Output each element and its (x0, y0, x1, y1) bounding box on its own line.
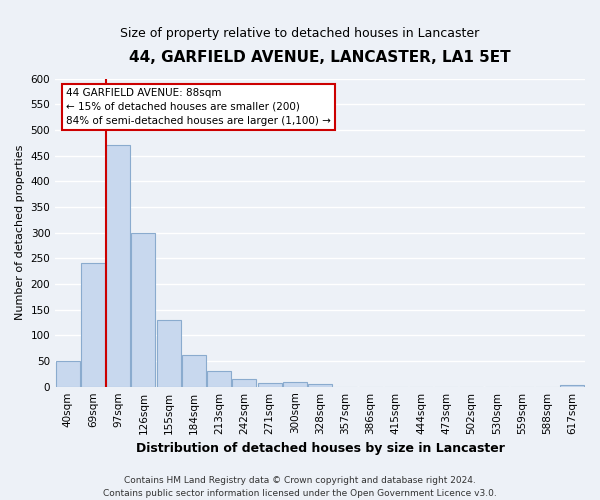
Bar (157, 320, 181, 386)
Title: 44, GARFIELD AVENUE, LANCASTER, LA1 5ET: 44, GARFIELD AVENUE, LANCASTER, LA1 5ET (129, 50, 511, 65)
Bar (283, 382, 307, 386)
Bar (308, 384, 332, 386)
Text: Contains HM Land Registry data © Crown copyright and database right 2024.
Contai: Contains HM Land Registry data © Crown c… (103, 476, 497, 498)
Text: 44 GARFIELD AVENUE: 88sqm
← 15% of detached houses are smaller (200)
84% of semi: 44 GARFIELD AVENUE: 88sqm ← 15% of detac… (66, 88, 331, 126)
Bar (207, 372, 231, 386)
Bar (56, 361, 80, 386)
Text: Size of property relative to detached houses in Lancaster: Size of property relative to detached ho… (121, 28, 479, 40)
X-axis label: Distribution of detached houses by size in Lancaster: Distribution of detached houses by size … (136, 442, 505, 455)
Bar (131, 232, 155, 386)
Y-axis label: Number of detached properties: Number of detached properties (15, 145, 25, 320)
Bar (106, 146, 130, 386)
Bar (81, 264, 105, 386)
Bar (560, 385, 584, 386)
Bar (257, 383, 281, 386)
Bar (232, 379, 256, 386)
Bar (182, 355, 206, 386)
